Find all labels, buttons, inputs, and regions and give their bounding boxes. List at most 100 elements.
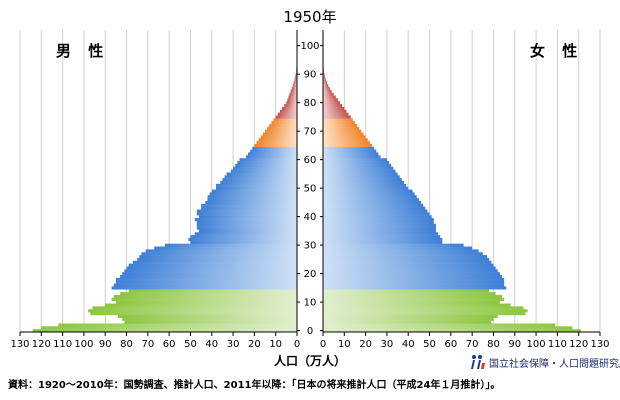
female-bar [323,84,329,88]
female-bar [323,155,381,159]
female-bar [323,300,500,304]
female-bar [323,135,366,139]
male-bar [196,209,297,213]
male-bar [113,283,297,287]
x-tick-label: 80 [120,339,133,350]
male-bar [289,92,297,96]
male-bar [288,95,297,99]
male-bar [239,158,297,162]
female-bars [323,55,581,333]
female-bar [323,149,377,153]
age-tick-label: 80 [304,98,317,109]
male-bar [194,218,297,222]
female-bar [323,215,432,219]
male-bar [201,206,297,210]
female-bar [323,101,341,105]
female-bar [323,206,426,210]
male-bar [284,104,297,108]
female-bar [323,89,332,93]
female-bar [323,126,360,130]
male-bar [198,229,297,233]
female-bar [323,326,573,330]
male-bar [132,260,297,264]
x-tick-label: 60 [444,339,457,350]
female-bar [323,212,430,216]
female-bar [323,143,373,148]
institute-logo-text: 国立社会保障・人口問題研究所 [489,358,620,370]
male-bar [216,186,297,190]
x-tick-label: 40 [402,339,415,350]
female-bar [323,75,326,79]
male-bar [105,303,297,307]
male-bar [111,286,297,290]
male-bar [256,141,297,145]
male-bar [115,277,297,281]
female-bar [323,209,428,213]
female-bar [323,272,500,276]
male-bar [164,243,297,247]
female-bar [323,226,436,230]
male-bar [287,98,297,102]
female-bar [323,198,419,202]
x-tick-label: 90 [508,339,521,350]
x-axis-title: 人口（万人） [273,354,346,368]
x-tick-label: 70 [141,339,154,350]
female-bar [323,118,353,122]
institute-logo-mark-icon [471,355,485,369]
male-bar [122,272,298,276]
male-bar [196,212,297,216]
female-bar [323,166,394,170]
female-bar [323,78,326,82]
male-bar [292,84,297,88]
female-bar [323,69,325,73]
male-bars [32,55,298,333]
male-bar [122,317,298,321]
male-bar [211,189,297,193]
male-label: 男 性 [56,42,110,60]
male-bar [32,329,298,333]
female-bar [323,266,496,270]
male-bar [58,323,297,327]
male-bar [207,195,297,199]
male-bar [216,183,297,187]
female-bar [323,240,443,244]
male-bar [111,297,297,301]
male-bar [124,320,298,324]
male-bar [254,143,297,148]
female-bar [323,292,496,296]
female-bar [323,223,436,227]
male-bar [295,72,297,76]
male-bar [258,138,297,142]
female-bar [323,132,364,136]
male-bar [269,124,297,128]
x-tick-label: 80 [487,339,500,350]
male-bar [137,257,297,262]
female-bar [323,275,502,279]
female-bar [323,263,494,267]
male-bar [290,89,297,93]
x-tick-label: 110 [548,339,567,350]
x-tick-label: 20 [359,339,372,350]
male-bar [141,252,297,256]
female-bar [323,112,349,116]
female-bar [323,104,343,108]
female-bar [323,195,417,199]
male-bar [115,300,297,304]
female-bar [323,124,358,128]
male-bar [247,152,297,156]
x-tick-label: 0 [320,339,326,350]
male-bar [252,146,297,150]
age-tick-label: 40 [304,212,317,223]
male-bar [145,249,297,253]
male-bar [260,135,297,139]
male-bar [194,232,297,236]
female-bar [323,138,368,142]
female-bar [323,260,492,264]
age-tick-label: 30 [304,241,317,252]
female-bar [323,306,524,310]
female-bar [323,235,441,239]
male-bar [222,178,297,182]
female-bar [323,280,505,284]
male-bar [90,312,297,316]
